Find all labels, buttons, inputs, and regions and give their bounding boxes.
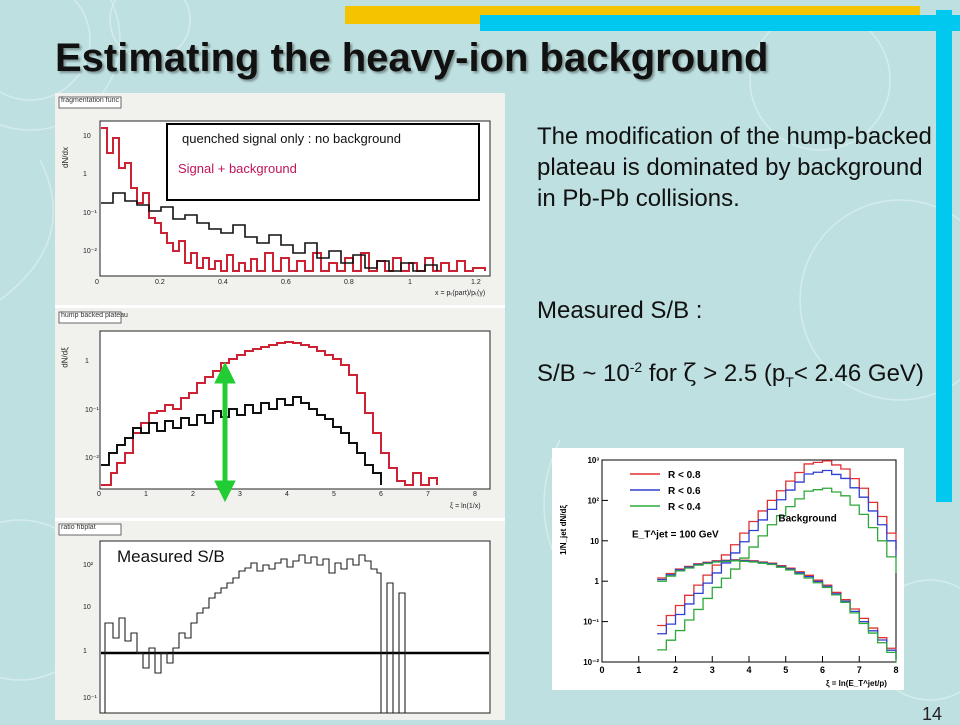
background-annotation: Background [778, 514, 836, 525]
panel2-ylabel: dN/dξ [60, 347, 70, 368]
sb-arrow [214, 361, 236, 503]
x-tick-label: 7 [857, 665, 862, 675]
y-tick-label: 10² [587, 496, 599, 505]
x-tick-label: 3 [710, 665, 715, 675]
page-number: 14 [922, 704, 943, 724]
tick: 10⁻¹ [83, 210, 97, 217]
x-axis-label: ξ = ln(E_T^jet/p) [826, 679, 887, 688]
zeta-symbol: ζ [683, 359, 697, 387]
y-tick-label: 10⁻¹ [583, 618, 599, 627]
tick: 1 [83, 648, 87, 655]
sb-text-a: S/B ~ 10 [537, 360, 630, 387]
tick: 8 [473, 491, 477, 498]
paragraph-measured-sb: Measured S/B : [537, 297, 703, 324]
legend-label: R < 0.8 [668, 470, 701, 481]
x-tick-label: 4 [746, 665, 751, 675]
tick: 10 [83, 133, 91, 140]
measured-sb-label: Measured S/B [113, 547, 229, 567]
x-tick-label: 8 [893, 665, 898, 675]
panel1-black-curve [101, 192, 438, 272]
tick: 1 [85, 358, 89, 365]
tick: 10⁻¹ [83, 695, 97, 702]
series-background-0 [657, 460, 897, 627]
tick: 2 [191, 491, 195, 498]
tick: 10⁻² [83, 248, 97, 255]
series-background-2 [657, 487, 897, 651]
legend-label: R < 0.6 [668, 486, 701, 497]
tick: 10 [83, 604, 91, 611]
panel3-ratio-curve [104, 554, 406, 713]
legend-quenched: quenched signal only : no background [182, 131, 401, 146]
x-tick-label: 1 [636, 665, 641, 675]
panel1-tag: fragmentation func [61, 97, 119, 104]
tick: 0.2 [155, 279, 165, 286]
background-chart: 0 1 2 3 4 5 6 7 8 10⁻² 10⁻¹ 1 10 10² 10³ R < 0.8 R < 0.6… [559, 456, 899, 688]
right-chart-panel: 0 1 2 3 4 5 6 7 8 10⁻² 10⁻¹ 1 10 10² 10³ R < 0.8 R < 0.6… [552, 448, 904, 690]
energy-annotation: E_T^jet = 100 GeV [632, 530, 719, 541]
slide-title: Estimating the heavy-ion background [55, 36, 769, 80]
y-tick-label: 1 [595, 577, 600, 586]
paragraph-sb-value: S/B ~ 10-2 for ζ > 2.5 (pT< 2.46 GeV) [537, 352, 947, 398]
cyan-accent-bar-top [480, 15, 960, 31]
tick: 10⁻² [85, 455, 99, 462]
tick: 3 [238, 491, 242, 498]
panel1-ylabel: dN/dx [60, 147, 70, 168]
series-background-1 [657, 469, 897, 635]
sb-exponent: -2 [629, 359, 643, 375]
panel2-black-curve [101, 396, 382, 485]
tick: 0.8 [344, 279, 354, 286]
tick: 4 [285, 491, 289, 498]
tick: 1 [408, 279, 412, 286]
tick: 6 [379, 491, 383, 498]
panel1-xlabel: x = pₜ(part)/pₜ(γ) [435, 290, 486, 297]
sb-text-b: for [642, 360, 684, 387]
sb-text-d: < 2.46 GeV) [793, 360, 924, 387]
x-tick-label: 5 [783, 665, 788, 675]
tick: 1 [83, 171, 87, 178]
tick: 0 [97, 491, 101, 498]
sb-text-c: > 2.5 (p [696, 360, 786, 387]
legend-signal-background: Signal + background [178, 161, 297, 176]
tick: 0 [95, 279, 99, 286]
x-tick-label: 6 [820, 665, 825, 675]
cyan-accent-bar-side [936, 10, 952, 502]
fragmentation-legend: quenched signal only : no background Sig… [166, 123, 480, 201]
x-tick-label: 2 [673, 665, 678, 675]
y-tick-label: 10⁻² [583, 658, 599, 667]
x-tick-label: 0 [599, 665, 604, 675]
panel3-tag: ratio hbplat [61, 524, 96, 531]
y-tick-label: 10³ [587, 456, 599, 465]
panel2-xlabel: ξ = ln(1/x) [450, 503, 481, 510]
sb-subscript: T [785, 373, 794, 390]
tick: 1.2 [471, 279, 481, 286]
tick: 0.6 [281, 279, 291, 286]
tick: 0.4 [218, 279, 228, 286]
panel2-red-curve [101, 341, 438, 486]
tick: 7 [426, 491, 430, 498]
tick: 10⁻¹ [85, 407, 99, 414]
series-signal-2 [657, 560, 897, 662]
legend-label: R < 0.4 [668, 502, 701, 513]
y-axis-label: 1/N_jet dN/dξ [559, 505, 568, 555]
panel2-tag: hump backed plateau [61, 312, 128, 319]
tick: 5 [332, 491, 336, 498]
tick: 1 [144, 491, 148, 498]
tick: 10² [83, 562, 94, 569]
y-tick-label: 10 [590, 537, 599, 546]
paragraph-modification: The modification of the hump-backed plat… [537, 123, 932, 212]
